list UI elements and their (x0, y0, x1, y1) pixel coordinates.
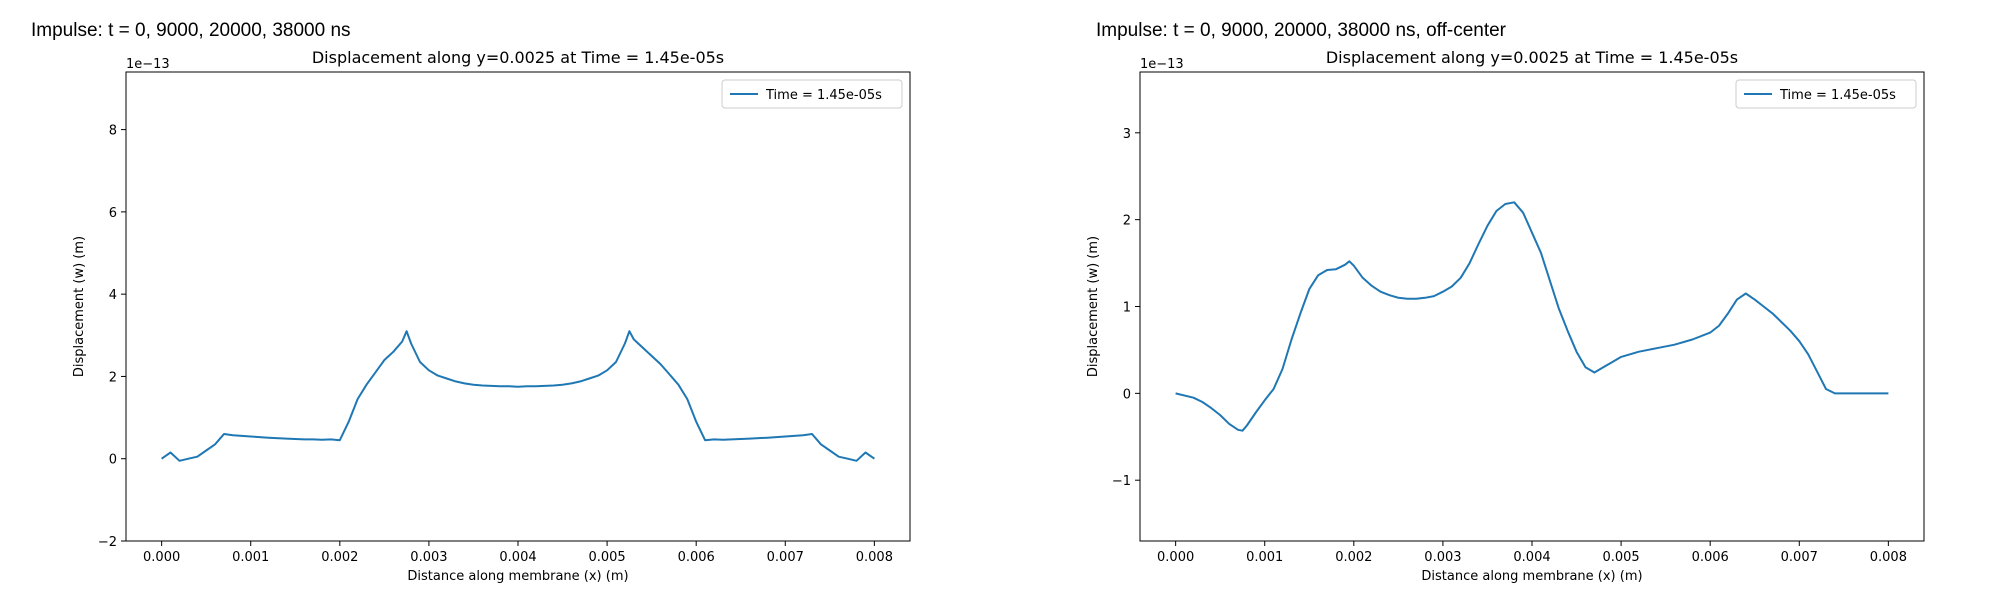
x-tick-label: 0.001 (232, 550, 269, 565)
plot-frame (1139, 71, 1925, 542)
panel-heading: Impulse: t = 0, 9000, 20000, 38000 ns (31, 20, 351, 41)
series-line (161, 330, 875, 462)
x-tick-label: 0.008 (856, 550, 893, 565)
x-tick-label: 0.006 (1692, 550, 1729, 565)
x-tick-label: 0.004 (1513, 550, 1550, 565)
panel-heading: Impulse: t = 0, 9000, 20000, 38000 ns, o… (1096, 20, 1507, 41)
legend: Time = 1.45e-05s (1735, 79, 1917, 109)
x-tick-label: 0.002 (1335, 550, 1372, 565)
y-tick-label: 0 (1123, 387, 1131, 402)
y-tick-label: 4 (109, 288, 117, 303)
x-tick-label: 0.008 (1870, 550, 1907, 565)
chart-title: Displacement along y=0.0025 at Time = 1.… (312, 48, 724, 67)
chart-title: Displacement along y=0.0025 at Time = 1.… (1326, 48, 1738, 67)
y-tick-label: 6 (109, 206, 117, 221)
y-tick-label: 8 (109, 124, 117, 139)
y-tick-label: −2 (98, 535, 117, 550)
x-tick-label: 0.001 (1246, 550, 1283, 565)
y-scale-label: 1e−13 (126, 57, 170, 72)
legend: Time = 1.45e-05s (721, 79, 903, 109)
x-axis-label: Distance along membrane (x) (m) (407, 569, 628, 584)
x-tick-label: 0.007 (1781, 550, 1818, 565)
y-tick-label: 2 (1123, 214, 1131, 229)
plot-frame (125, 71, 911, 542)
x-tick-label: 0.005 (588, 550, 625, 565)
right-chart: Displacement along y=0.0025 at Time = 1.… (1086, 48, 1925, 584)
legend-label: Time = 1.45e-05s (765, 88, 882, 103)
legend-box (721, 79, 903, 109)
y-axis-label: Displacement (w) (m) (1086, 236, 1101, 377)
right-panel: Impulse: t = 0, 9000, 20000, 38000 ns, o… (1000, 0, 2000, 600)
legend-box (1735, 79, 1917, 109)
x-tick-label: 0.002 (321, 550, 358, 565)
x-tick-label: 0.003 (1424, 550, 1461, 565)
legend-label: Time = 1.45e-05s (1779, 88, 1896, 103)
x-tick-label: 0.003 (410, 550, 447, 565)
x-tick-label: 0.000 (1157, 550, 1194, 565)
x-tick-label: 0.006 (678, 550, 715, 565)
x-tick-label: 0.000 (143, 550, 180, 565)
left-chart: Displacement along y=0.0025 at Time = 1.… (72, 48, 911, 584)
y-tick-label: −1 (1112, 474, 1131, 489)
x-axis-label: Distance along membrane (x) (m) (1421, 569, 1642, 584)
y-tick-label: 3 (1123, 127, 1131, 142)
y-tick-label: 2 (109, 370, 117, 385)
series-line (1175, 201, 1889, 432)
y-tick-label: 1 (1123, 301, 1131, 316)
left-panel: Impulse: t = 0, 9000, 20000, 38000 ns Di… (31, 20, 911, 584)
x-tick-label: 0.005 (1602, 550, 1639, 565)
x-tick-label: 0.004 (499, 550, 536, 565)
y-axis-label: Displacement (w) (m) (72, 236, 87, 377)
x-tick-label: 0.007 (767, 550, 804, 565)
y-tick-label: 0 (109, 453, 117, 468)
y-scale-label: 1e−13 (1140, 57, 1184, 72)
